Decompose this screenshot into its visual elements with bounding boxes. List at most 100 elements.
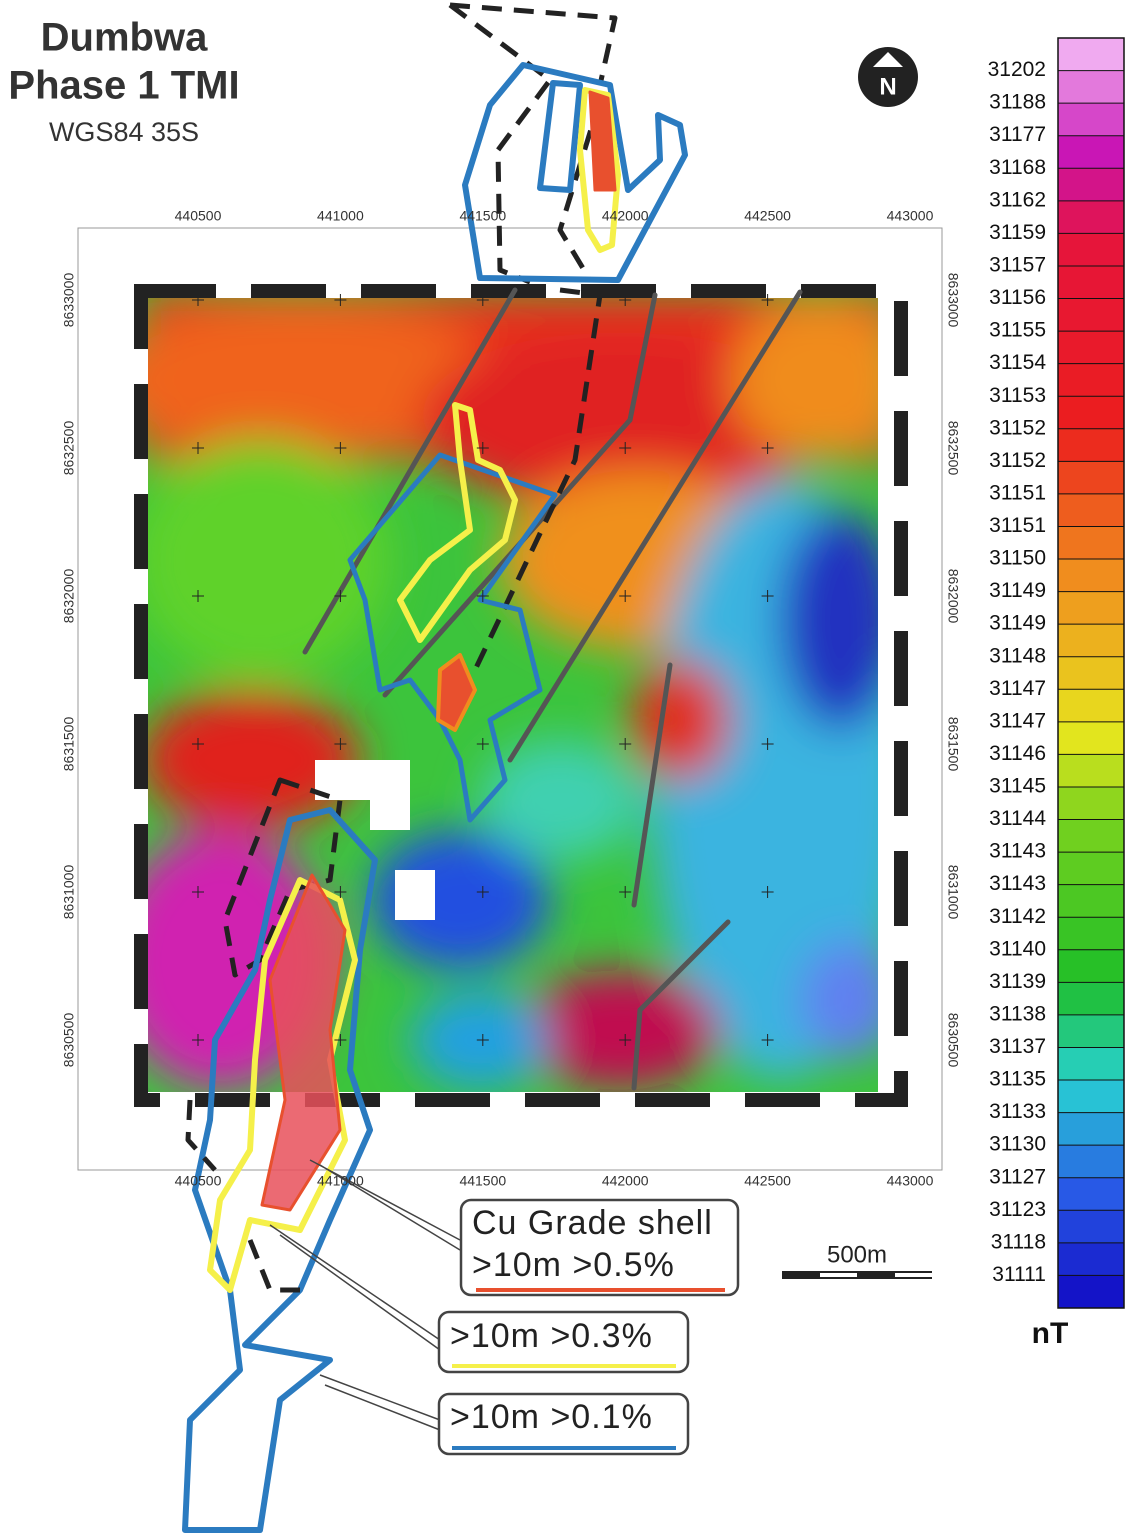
- x-tick-label: 443000: [887, 1173, 934, 1189]
- colorbar-label: 31143: [989, 840, 1046, 863]
- grid-cross: [334, 886, 347, 898]
- legend-label: >10m >0.3%: [450, 1317, 653, 1355]
- grid-cross: [476, 738, 489, 750]
- colorbar-label: 31157: [989, 253, 1046, 276]
- colorbar-band: [1058, 884, 1124, 918]
- colorbar-band: [1058, 1145, 1124, 1179]
- grid-cross: [619, 886, 632, 898]
- y-tick-label: 8631500: [61, 717, 77, 772]
- colorbar-label: 31168: [989, 156, 1046, 179]
- x-tick-label: 440500: [175, 1173, 222, 1189]
- colorbar-label: 31118: [991, 1230, 1046, 1253]
- colorbar-band: [1058, 786, 1124, 821]
- colorbar-band: [1058, 200, 1124, 234]
- x-tick-label: 442500: [744, 1173, 791, 1189]
- map-frame: [77, 227, 943, 1171]
- colorbar-band: [1058, 298, 1124, 332]
- y-tick-label: 8630500: [61, 1013, 77, 1068]
- colorbar-label: 31138: [989, 1002, 1046, 1025]
- colorbar-label: 31149: [989, 612, 1046, 635]
- colorbar-band: [1058, 559, 1124, 593]
- title: Dumbwa: [41, 16, 208, 60]
- x-tick-label: 442000: [602, 1173, 649, 1189]
- colorbar-band: [1058, 1047, 1124, 1081]
- y-tick-label: 8632500: [945, 421, 961, 476]
- colorbar-band: [1058, 852, 1124, 886]
- grid-cross: [334, 1034, 347, 1046]
- legend-title: Cu Grade shell: [472, 1204, 713, 1242]
- colorbar-label: 31152: [989, 449, 1046, 472]
- y-tick-label: 8632000: [61, 569, 77, 624]
- colorbar-label: 31155: [989, 319, 1046, 342]
- north-circle: [858, 47, 918, 107]
- colorbar-label: 31142: [989, 905, 1046, 928]
- colorbar-band: [1058, 461, 1124, 495]
- legend-label: >10m >0.5%: [472, 1246, 675, 1284]
- colorbar-label: 31151: [989, 514, 1046, 537]
- x-tick-label: 443000: [887, 208, 934, 224]
- colorbar-band: [1058, 135, 1124, 169]
- y-tick-label: 8632500: [61, 421, 77, 476]
- grid-cross: [761, 1034, 774, 1046]
- grid-cross: [334, 590, 347, 602]
- colorbar-label: 31149: [989, 579, 1046, 602]
- scale-bar-segment: [820, 1273, 857, 1277]
- colorbar-label: 31123: [989, 1198, 1046, 1221]
- legend-label: >10m >0.1%: [450, 1398, 653, 1436]
- colorbar-label: 31152: [989, 416, 1046, 439]
- colorbar-label: 31156: [989, 286, 1046, 309]
- colorbar-band: [1058, 624, 1124, 658]
- colorbar-band: [1058, 396, 1124, 430]
- colorbar-band: [1058, 689, 1124, 723]
- colorbar-band: [1058, 656, 1124, 690]
- grid-cross: [619, 590, 632, 602]
- colorbar-band: [1058, 526, 1124, 560]
- grid-cross: [761, 886, 774, 898]
- scale-bar-segment: [895, 1273, 932, 1277]
- colorbar-band: [1058, 103, 1124, 137]
- colorbar-band: [1058, 1210, 1124, 1244]
- colorbar-label: 31202: [988, 58, 1046, 81]
- tmi-raster: [148, 298, 878, 1092]
- subtitle: WGS84 35S: [49, 117, 199, 147]
- colorbar-label: 31153: [989, 384, 1046, 407]
- x-tick-label: 441000: [317, 208, 364, 224]
- grid-cross: [192, 294, 204, 306]
- y-tick-label: 8632000: [945, 569, 961, 624]
- north-label: N: [879, 73, 896, 100]
- grid-cross: [476, 590, 489, 602]
- colorbar-band: [1058, 38, 1124, 72]
- grid-cross: [761, 442, 774, 454]
- grid-cross: [192, 738, 204, 750]
- survey-boundary: [134, 284, 908, 1107]
- colorbar-label: 31151: [989, 481, 1046, 504]
- scale-label: 500m: [827, 1241, 887, 1268]
- grade-shells: [182, 2, 688, 1533]
- y-tick-label: 8631000: [61, 865, 77, 920]
- colorbar-band: [1058, 1112, 1124, 1146]
- y-tick-label: 8633000: [945, 273, 961, 328]
- colorbar-label: 31147: [989, 709, 1046, 732]
- colorbar-band: [1058, 168, 1124, 202]
- grid-cross: [476, 1034, 489, 1046]
- y-tick-label: 8631500: [945, 717, 961, 772]
- x-tick-label: 442000: [602, 208, 649, 224]
- colorbar-frame: [1057, 37, 1125, 1309]
- colorbar-band: [1058, 819, 1124, 853]
- colorbar-label: 31188: [989, 91, 1046, 114]
- colorbar-unit: nT: [1032, 1317, 1069, 1350]
- legend: Cu Grade shell >10m >0.5% >10m >0.3% >10…: [437, 1198, 740, 1456]
- grid-cross: [761, 294, 774, 306]
- colorbar-band: [1058, 363, 1124, 397]
- colorbar-label: 31162: [989, 188, 1046, 211]
- colorbar-label: 31139: [989, 970, 1046, 993]
- colorbar-band: [1058, 591, 1124, 625]
- colorbar-band: [1058, 721, 1124, 755]
- colorbar-label: 31135: [989, 1068, 1046, 1091]
- colorbar-band: [1058, 1014, 1124, 1048]
- grid-cross: [192, 590, 204, 602]
- colorbar-label: 31146: [989, 742, 1046, 765]
- legend-box: [437, 1310, 690, 1374]
- colorbar-label: 31143: [989, 872, 1046, 895]
- colorbar-label: 31148: [989, 644, 1046, 667]
